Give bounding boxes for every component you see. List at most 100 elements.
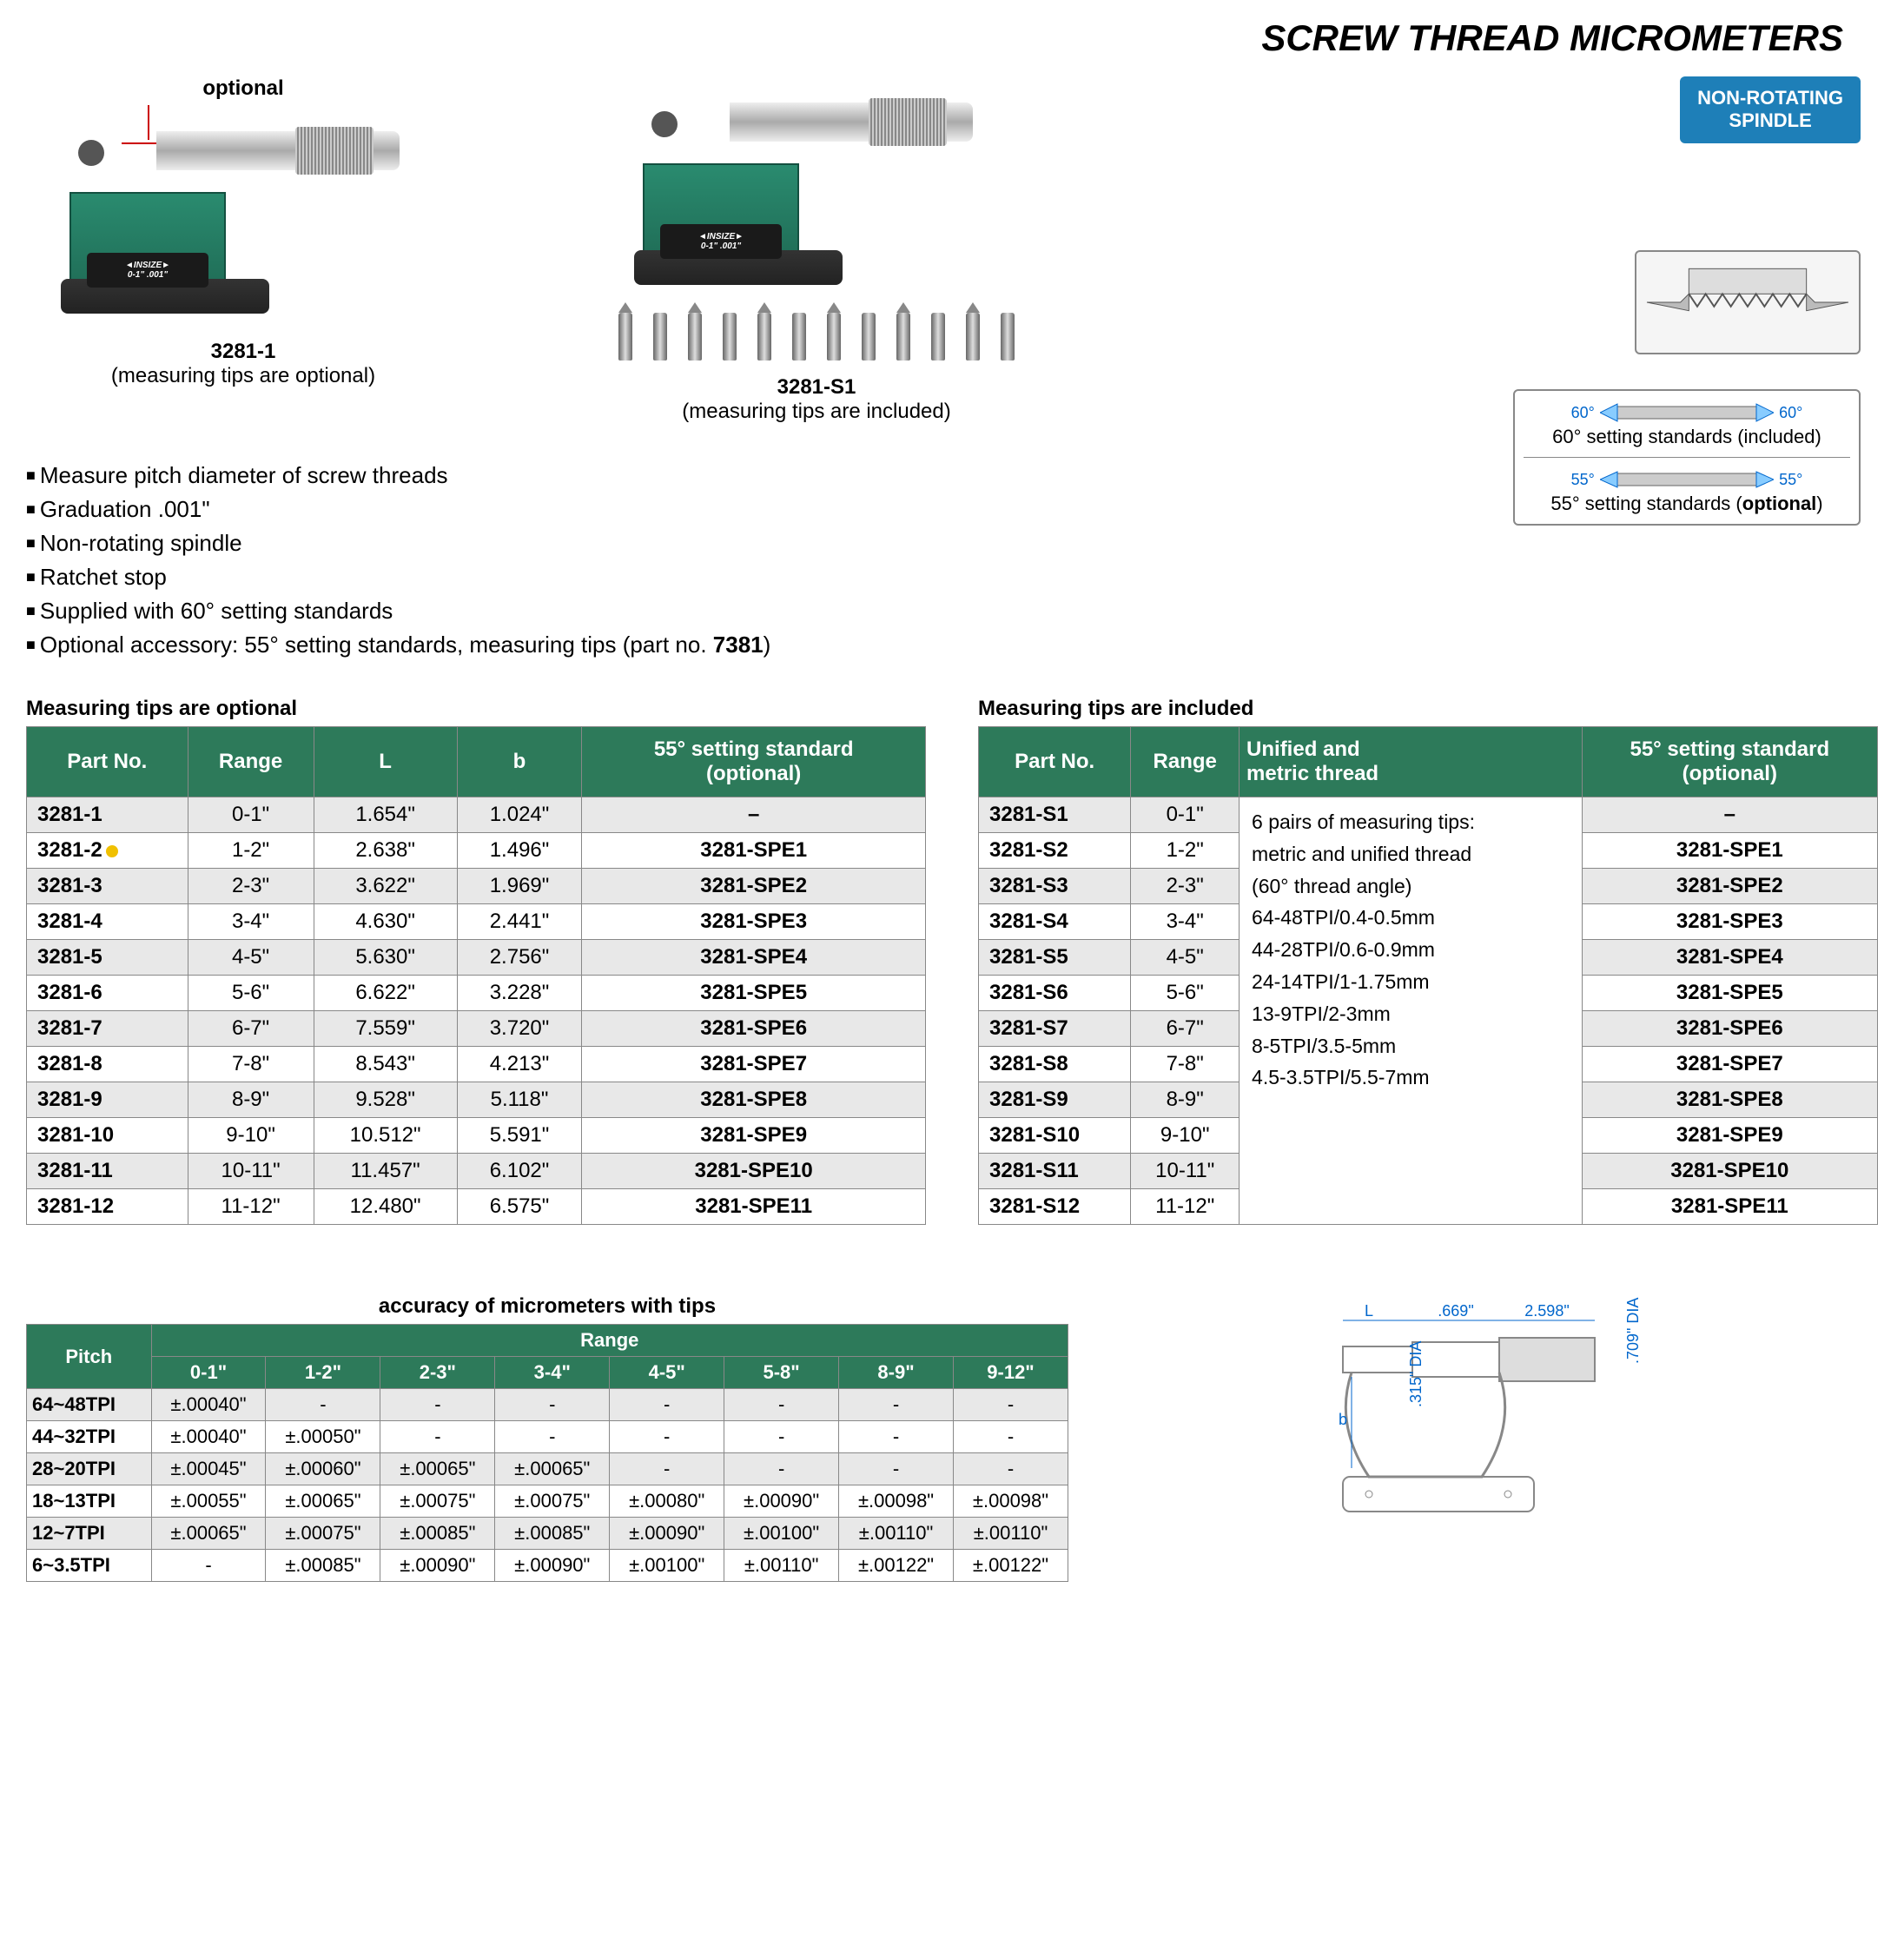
cell: ±.00110" [954,1518,1068,1550]
standard-bar-icon [1600,466,1774,493]
top-section: optional ◄INSIZE► 0-1" .001" 3281-1 (mea… [26,76,1878,424]
range-label: 0-1" .001" [128,270,168,280]
cell: ±.00090" [724,1485,839,1518]
cell: 3281-SPE5 [1582,976,1877,1011]
measuring-tips-icons [512,311,1121,362]
nameplate: ◄INSIZE► 0-1" .001" [87,253,208,288]
cell: ±.00065" [380,1453,495,1485]
caption-text: (measuring tips are included) [682,400,950,423]
cell: 3281-SPE1 [1582,833,1877,869]
cell: - [839,1389,954,1421]
table-row: 3281-21-2"2.638"1.496"3281-SPE1 [27,833,926,869]
cell: 3281-S9 [979,1082,1131,1118]
cell: 3281-SPE6 [582,1011,926,1047]
cell: - [839,1453,954,1485]
cell: 4-5" [1131,940,1240,976]
cell: 9.528" [314,1082,457,1118]
cell: ±.00065" [151,1518,266,1550]
cell: 3281-SPE3 [582,904,926,940]
tip-icon [792,313,806,361]
tip-icon [1001,313,1015,361]
cell: 0-1" [1131,797,1240,833]
col-header: Range [1131,727,1240,797]
cell: 9-10" [1131,1118,1240,1154]
range-header: 4-5" [610,1357,724,1389]
anvil [78,140,104,166]
cell: 3281-SPE11 [1582,1189,1877,1225]
cell: 3-4" [188,904,314,940]
model-number: 3281-S1 [777,375,856,399]
cell: 5.118" [457,1082,582,1118]
cell: 2.441" [457,904,582,940]
table2-block: Measuring tips are included Part No.Rang… [978,697,1878,1225]
cell: 11.457" [314,1154,457,1189]
page-title: SCREW THREAD MICROMETERS [26,17,1878,59]
cell: ±.00100" [724,1518,839,1550]
range-header: 3-4" [495,1357,610,1389]
product-caption-mid: 3281-S1 (measuring tips are included) [512,375,1121,424]
cell: ±.00110" [839,1518,954,1550]
cell: 3281-6 [27,976,188,1011]
cell: 9-10" [188,1118,314,1154]
cell: ±.00122" [954,1550,1068,1582]
cell: ±.00090" [610,1518,724,1550]
cell: 3.228" [457,976,582,1011]
thimble [869,98,947,146]
bullet-item: Non-rotating spindle [26,526,1878,560]
cell: - [954,1421,1068,1453]
product-right: NON-ROTATING SPINDLE 60° 60° 60° setting… [1173,76,1878,424]
cell: 8-9" [188,1082,314,1118]
cell: 5.591" [457,1118,582,1154]
cell: 6~3.5TPI [27,1550,152,1582]
range-header: 2-3" [380,1357,495,1389]
cell: - [724,1453,839,1485]
cell: 3281-S1 [979,797,1131,833]
brand: ◄INSIZE► [125,261,170,270]
cell: 3.622" [314,869,457,904]
cell: 3281-11 [27,1154,188,1189]
cell: 12~7TPI [27,1518,152,1550]
cell: 3281-SPE2 [582,869,926,904]
cell: - [724,1389,839,1421]
standard-55-text: 55° setting standards (optional) [1524,493,1850,515]
product-image-3281-s1: ◄INSIZE► 0-1" .001" [625,76,1008,302]
cell: - [610,1389,724,1421]
cell: ±.00080" [610,1485,724,1518]
cell: 3281-SPE4 [1582,940,1877,976]
range-header: 9-12" [954,1357,1068,1389]
range-super-header: Range [151,1325,1068,1357]
thread-engagement-diagram [1635,250,1861,354]
cell: - [954,1453,1068,1485]
product-image-3281-1: ◄INSIZE► 0-1" .001" [52,105,434,331]
separator [1524,457,1850,458]
cell: 1.654" [314,797,457,833]
cell: 1.969" [457,869,582,904]
cell: – [582,797,926,833]
cell: 3281-SPE9 [582,1118,926,1154]
standard-55: 55° 55° 55° setting standards (optional) [1524,466,1850,515]
table-row: 3281-87-8"8.543"4.213"3281-SPE7 [27,1047,926,1082]
table-row: 3281-54-5"5.630"2.756"3281-SPE4 [27,940,926,976]
std55-pre: 55° setting standards ( [1550,493,1742,514]
tip-icon [757,313,771,361]
optional-label: optional [26,76,460,101]
unified-thread-cell: 6 pairs of measuring tips:metric and uni… [1240,797,1583,1225]
cell: 44~32TPI [27,1421,152,1453]
cell: 3281-4 [27,904,188,940]
cell: ±.00100" [610,1550,724,1582]
cell: 3281-S7 [979,1011,1131,1047]
tip-icon [896,313,910,361]
cell: ±.00075" [266,1518,380,1550]
cell: 11-12" [188,1189,314,1225]
cell: 3281-9 [27,1082,188,1118]
table-row: 3281-S10-1"6 pairs of measuring tips:met… [979,797,1878,833]
cell: 1-2" [188,833,314,869]
cell: ±.00098" [954,1485,1068,1518]
cell: 4.630" [314,904,457,940]
cell: 3281-SPE8 [1582,1082,1877,1118]
cell: ±.00085" [380,1518,495,1550]
cell: 3281-2 [27,833,188,869]
cell: 3281-S5 [979,940,1131,976]
cell: - [839,1421,954,1453]
cell: 7-8" [1131,1047,1240,1082]
